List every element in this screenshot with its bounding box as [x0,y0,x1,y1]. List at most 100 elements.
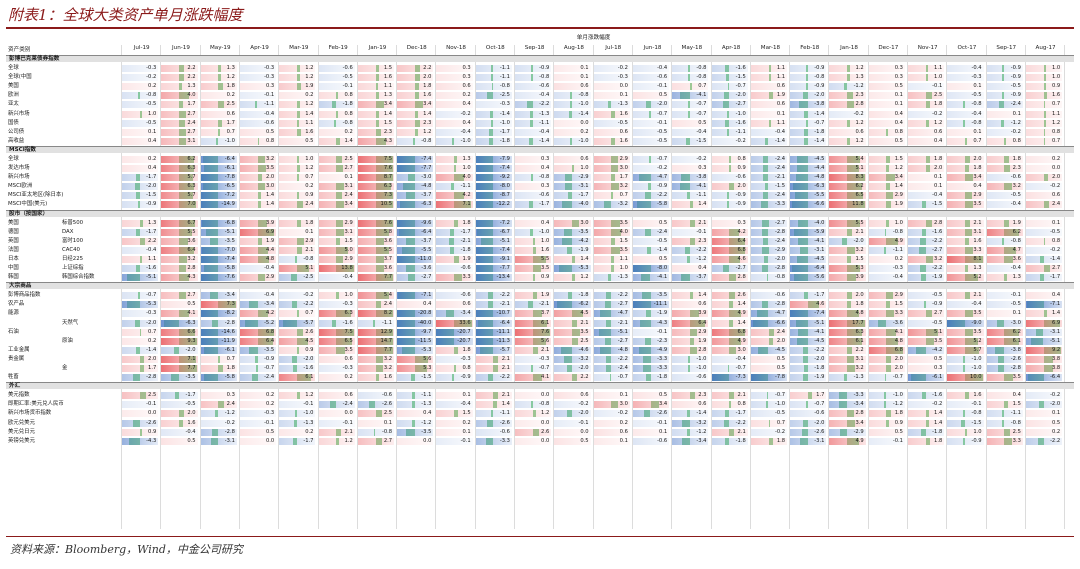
table-cell: -4.6 [554,346,591,354]
table-cell: -2.1 [475,301,512,309]
table-cell: -7.2 [475,219,512,227]
table-cell: -5.1 [122,274,159,282]
section-header: 大宗商品 [6,282,1074,290]
table-cell: 0.8 [1025,237,1063,245]
table-cell: 8.1 [947,255,984,263]
data-bar [1043,310,1047,318]
table-cell: -0.4 [750,128,788,136]
table-cell: -1.0 [672,365,709,372]
data-bar [454,165,457,172]
table-cell: 0.5 [868,83,905,91]
data-bar [133,419,140,427]
table-cell: 0.9 [515,274,552,282]
table-cell: -0.4 [515,128,552,136]
data-bar [170,374,179,382]
data-bar [296,174,299,182]
data-bar [211,319,219,327]
table-cell: 5.6 [515,337,552,345]
data-bar [886,310,895,318]
data-bar [1004,437,1013,445]
data-bar [209,237,219,245]
data-bar [488,292,494,300]
data-bar [139,392,146,400]
table-cell: 5.5 [357,246,395,254]
data-bar [768,419,771,427]
table-cell: 3.7 [357,255,395,263]
data-bar [530,65,533,72]
table-cell: -0.5 [908,292,945,300]
row-sublabel: 日经225 [62,255,84,262]
table-cell: -6.3 [397,201,434,209]
table-cell: 0.9 [1025,83,1063,91]
row-label: 中国 [8,265,19,271]
table-cell: -1.0 [672,355,709,363]
table-cell: 0.6 [829,128,866,136]
table-cell: -3.4 [239,301,277,309]
table-cell: -4.4 [790,165,827,172]
data-bar [1001,119,1005,127]
table-cell: -2.1 [515,301,552,309]
table-cell: 6.8 [711,328,748,336]
data-bar [847,74,851,82]
table-cell: 1.2 [515,410,552,418]
month-header: Jun-19 [172,45,190,51]
data-bar [839,392,848,400]
table-cell: 0.6 [672,301,709,309]
data-bar [257,165,266,172]
table-cell: 5.6 [397,355,434,363]
data-bar [296,128,301,136]
data-bar [806,119,808,127]
data-bar [257,137,260,145]
row-label: 韩国 [8,274,19,281]
data-bar [532,265,542,272]
data-bar [965,392,969,400]
table-cell: 1.5 [318,237,355,245]
data-bar [1038,401,1044,409]
data-bar [139,328,142,336]
table-cell: -0.6 [790,410,827,418]
data-bar [139,255,143,263]
data-bar [134,183,140,191]
data-bar [688,65,690,72]
data-bar [296,165,300,172]
data-bar [645,101,651,109]
data-bar [1043,119,1047,127]
data-bar [139,428,142,436]
table-cell: -1.8 [554,292,591,300]
table-cell: 6.2 [986,328,1023,336]
data-bar [645,192,651,200]
data-bar [336,92,339,100]
table-cell: 2.0 [122,355,159,363]
table-cell: -0.8 [515,174,552,182]
table-cell: -1.7 [122,174,159,182]
table-cell: 0.7 [672,83,709,91]
table-cell: 0.3 [239,83,277,91]
table-cell: 0.2 [279,92,316,100]
table-cell: 7.5 [318,328,355,336]
data-bar [761,265,769,272]
data-bar [487,92,494,100]
table-cell: -0.9 [711,201,748,209]
table-cell: 4.9 [829,437,866,445]
table-cell: -6.3 [161,319,198,327]
data-bar [886,301,890,309]
title-rule [6,27,1074,29]
table-cell: -2.9 [829,428,866,436]
table-cell: 0.2 [122,337,159,345]
table-cell: 1.2 [829,65,866,72]
data-bar [805,83,808,91]
table-cell: -1.4 [672,410,709,418]
table-cell: -5.7 [475,346,512,354]
table-cell: -2.0 [122,319,159,327]
table-cell: -0.8 [672,74,709,82]
data-bar [290,274,297,282]
data-bar [886,419,889,427]
data-bar [961,419,965,427]
table-cell: -4.8 [593,346,630,354]
data-bar [762,155,769,163]
table-cell: -3.3 [829,392,866,400]
table-cell: -7.0 [200,246,237,254]
table-cell: 5.1 [279,265,316,272]
table-cell: -4.5 [790,255,827,263]
table-cell: 3.9 [829,274,866,282]
